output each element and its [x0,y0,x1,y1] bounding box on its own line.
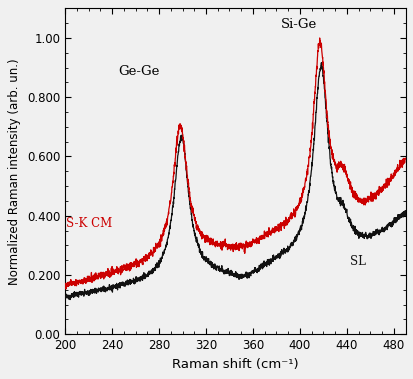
Text: S-K CM: S-K CM [66,217,112,230]
Text: Ge-Ge: Ge-Ge [118,65,159,78]
X-axis label: Raman shift (cm⁻¹): Raman shift (cm⁻¹) [172,358,298,371]
Text: Si-Ge: Si-Ge [280,17,316,31]
Y-axis label: Normalized Raman intensity (arb. un.): Normalized Raman intensity (arb. un.) [8,58,21,285]
Text: SL: SL [349,255,366,268]
